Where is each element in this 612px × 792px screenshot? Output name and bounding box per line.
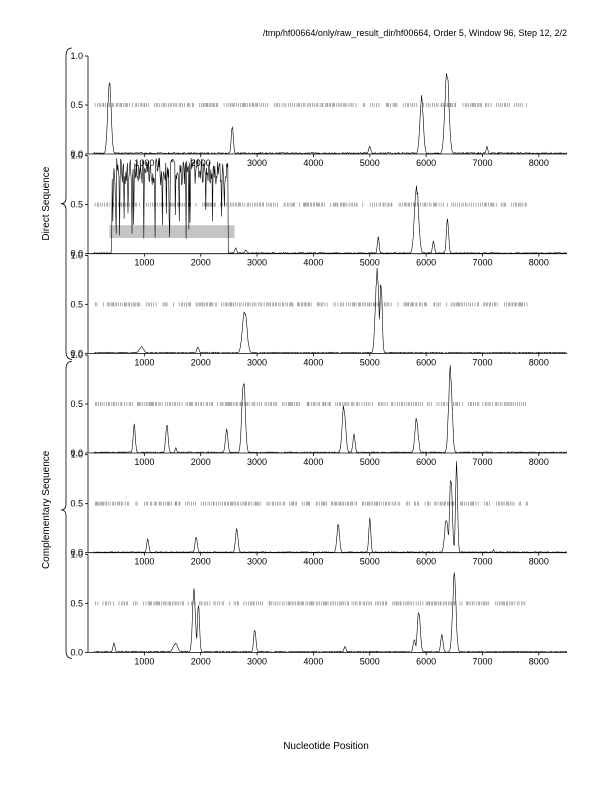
x-tick-label: 7000 [472, 557, 492, 567]
panel-1: 0.0 0.5 1.0 1000 2000 3000 4000 5000 6000 7000 800… [70, 51, 568, 168]
shaded-region [109, 225, 235, 238]
group-brackets: Direct Sequence Complementary Sequence [41, 47, 73, 659]
x-tick-label: 7000 [472, 158, 492, 168]
y-tick-label: 0.0 [70, 448, 83, 458]
x-tick-label: 4000 [303, 457, 323, 467]
x-tick-label: 8000 [529, 656, 549, 666]
direct-sequence-label: Direct Sequence [41, 166, 52, 240]
series-line [93, 461, 568, 554]
series-line [93, 157, 568, 255]
series-line [93, 365, 567, 454]
y-tick-label: 0.5 [70, 399, 83, 409]
x-tick-label: 8000 [529, 158, 549, 168]
x-tick-label: 2000 [191, 258, 211, 268]
y-tick-label: 0.0 [70, 249, 83, 259]
y-tick-label: 0.0 [70, 647, 83, 657]
x-tick-label: 3000 [247, 656, 267, 666]
complementary-sequence-bracket [60, 360, 73, 659]
x-tick-label: 2000 [191, 457, 211, 467]
y-tick-label: 1.0 [70, 51, 83, 61]
x-tick-label: 3000 [247, 557, 267, 567]
complementary-sequence-label: Complementary Sequence [41, 450, 52, 569]
x-tick-label: 5000 [360, 258, 380, 268]
y-tick-label: 0.0 [70, 149, 83, 159]
x-tick-label: 5000 [360, 158, 380, 168]
y-tick-label: 1.0 [70, 549, 83, 559]
x-tick-label: 6000 [416, 557, 436, 567]
x-tick-label: 5000 [360, 557, 380, 567]
x-tick-label: 6000 [416, 158, 436, 168]
y-tick-label: 0.0 [70, 548, 83, 558]
y-tick-label: 0.5 [70, 598, 83, 608]
x-tick-label: 3000 [247, 158, 267, 168]
y-tick-label: 1.0 [70, 350, 83, 360]
x-tick-label: 3000 [247, 457, 267, 467]
y-tick-label: 0.5 [70, 299, 83, 309]
series-line [93, 267, 568, 354]
x-tick-label: 7000 [472, 357, 492, 367]
series-line [93, 73, 568, 155]
x-tick-label: 4000 [303, 258, 323, 268]
y-tick-label: 0.5 [70, 200, 83, 210]
x-tick-label: 1000 [134, 158, 154, 168]
hit-tick-band [94, 302, 528, 307]
x-tick-label: 8000 [529, 557, 549, 567]
x-tick-label: 6000 [416, 357, 436, 367]
x-tick-label: 1000 [134, 357, 154, 367]
hit-tick-band [95, 601, 526, 606]
x-tick-label: 8000 [529, 357, 549, 367]
x-tick-label: 2000 [191, 357, 211, 367]
x-tick-label: 7000 [472, 457, 492, 467]
x-tick-label: 4000 [303, 557, 323, 567]
panel-4: 0.0 0.5 1.0 1000 2000 3000 4000 5000 6000 7000 800… [70, 350, 567, 467]
plot-panels: 0.0 0.5 1.0 1000 2000 3000 4000 5000 6000 7000 800… [70, 51, 568, 666]
y-tick-label: 1.0 [70, 151, 83, 161]
x-tick-label: 4000 [303, 357, 323, 367]
hit-tick-band [95, 501, 528, 506]
x-tick-label: 5000 [360, 656, 380, 666]
x-tick-label: 1000 [134, 457, 154, 467]
x-tick-label: 3000 [247, 357, 267, 367]
x-tick-label: 2000 [191, 158, 211, 168]
y-tick-label: 1.0 [70, 250, 83, 260]
x-tick-label: 7000 [472, 656, 492, 666]
x-tick-label: 4000 [303, 656, 323, 666]
x-tick-label: 5000 [360, 357, 380, 367]
figure-header: /tmp/hf00664/only/raw_result_dir/hf00664… [263, 28, 567, 38]
panel-3: 0.0 0.5 1.0 1000 2000 3000 4000 5000 6000 7000 800… [70, 250, 568, 367]
series-line [93, 572, 568, 653]
x-tick-label: 1000 [134, 557, 154, 567]
direct-sequence-bracket [60, 47, 73, 360]
x-tick-label: 8000 [529, 457, 549, 467]
hit-tick-band [94, 103, 527, 107]
y-tick-label: 0.0 [70, 348, 83, 358]
x-tick-label: 3000 [247, 258, 267, 268]
panel-6: 0.0 0.5 1.0 1000 2000 3000 4000 5000 6000 7000 800… [70, 549, 568, 666]
x-tick-label: 5000 [360, 457, 380, 467]
x-tick-label: 8000 [529, 258, 549, 268]
hit-tick-band [94, 202, 527, 207]
x-tick-label: 6000 [416, 656, 436, 666]
x-tick-label: 6000 [416, 258, 436, 268]
panel-2: 0.0 0.5 1.0 1000 2000 3000 4000 5000 6000 7000 800… [70, 151, 568, 268]
x-tick-label: 1000 [134, 258, 154, 268]
x-tick-label: 4000 [303, 158, 323, 168]
x-tick-label: 2000 [191, 557, 211, 567]
y-tick-label: 0.5 [70, 100, 83, 110]
x-tick-label: 7000 [472, 258, 492, 268]
panel-5: 0.0 0.5 1.0 1000 2000 3000 4000 5000 6000 7000 800… [70, 450, 568, 567]
x-tick-label: 6000 [416, 457, 436, 467]
x-tick-label: 2000 [191, 656, 211, 666]
x-tick-label: 1000 [134, 656, 154, 666]
y-tick-label: 1.0 [70, 450, 83, 460]
x-axis-label: Nucleotide Position [283, 741, 369, 752]
y-tick-label: 0.5 [70, 499, 83, 509]
hit-tick-band [94, 402, 526, 407]
